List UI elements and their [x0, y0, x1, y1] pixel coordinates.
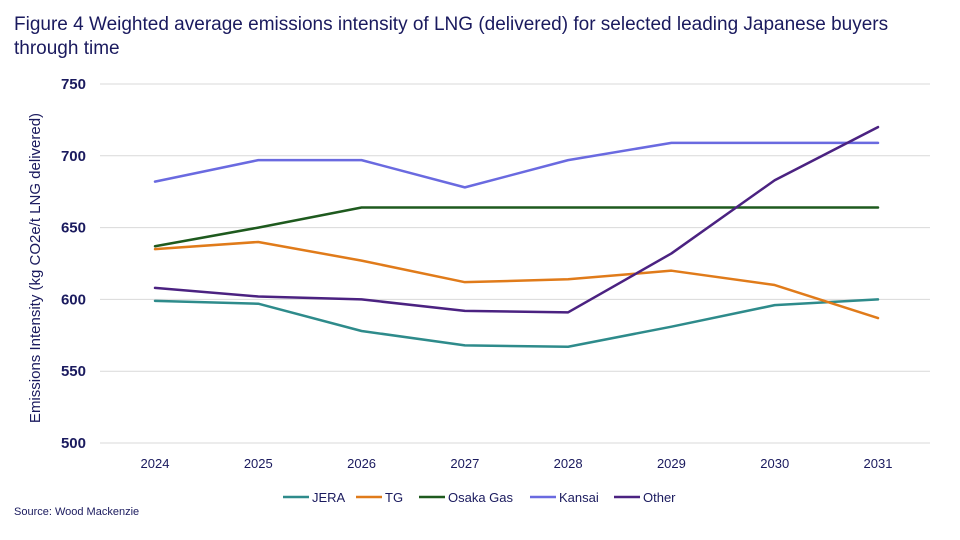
y-tick-label: 700: [61, 148, 86, 165]
legend-label: Kansai: [559, 490, 599, 505]
y-tick-label: 750: [61, 76, 86, 93]
y-tick-label: 600: [61, 291, 86, 308]
legend-item-tg: TG: [356, 490, 403, 505]
legend-item-jera: JERA: [283, 490, 346, 505]
legend-label: Osaka Gas: [448, 490, 514, 505]
x-tick-label: 2028: [554, 456, 583, 471]
y-tick-label: 550: [61, 363, 86, 380]
legend-label: TG: [385, 490, 403, 505]
chart-title: Figure 4 Weighted average emissions inte…: [14, 14, 889, 59]
x-tick-label: 2026: [347, 456, 376, 471]
x-tick-label: 2029: [657, 456, 686, 471]
legend-item-other: Other: [614, 490, 676, 505]
series-lines: [153, 125, 880, 349]
series-line-jera: [153, 298, 880, 349]
y-tick-label: 650: [61, 220, 86, 237]
x-tick-label: 2031: [864, 456, 893, 471]
series-line-other: [153, 125, 880, 314]
source-note: Source: Wood Mackenzie: [14, 506, 140, 518]
x-tick-label: 2027: [450, 456, 479, 471]
x-tick-label: 2025: [244, 456, 273, 471]
series-line-tg: [153, 240, 880, 320]
x-tick-label: 2030: [760, 456, 789, 471]
legend-label: JERA: [312, 490, 346, 505]
y-tick-label: 500: [61, 435, 86, 452]
y-axis-ticks: 500 550 600 650 700 750: [61, 76, 86, 452]
y-axis-label: Emissions Intensity (kg CO2e/t LNG deliv…: [27, 113, 44, 423]
gridlines: [100, 83, 930, 444]
legend-item-osaka-gas: Osaka Gas: [419, 490, 514, 505]
series-line-osaka-gas: [153, 206, 880, 248]
legend: JERA TG Osaka Gas Kansai Other: [283, 490, 676, 505]
legend-item-kansai: Kansai: [530, 490, 599, 505]
series-line-kansai: [153, 141, 880, 189]
x-tick-label: 2024: [141, 456, 170, 471]
legend-label: Other: [643, 490, 676, 505]
x-axis-ticks: 2024 2025 2026 2027 2028 2029 2030 2031: [141, 456, 893, 471]
